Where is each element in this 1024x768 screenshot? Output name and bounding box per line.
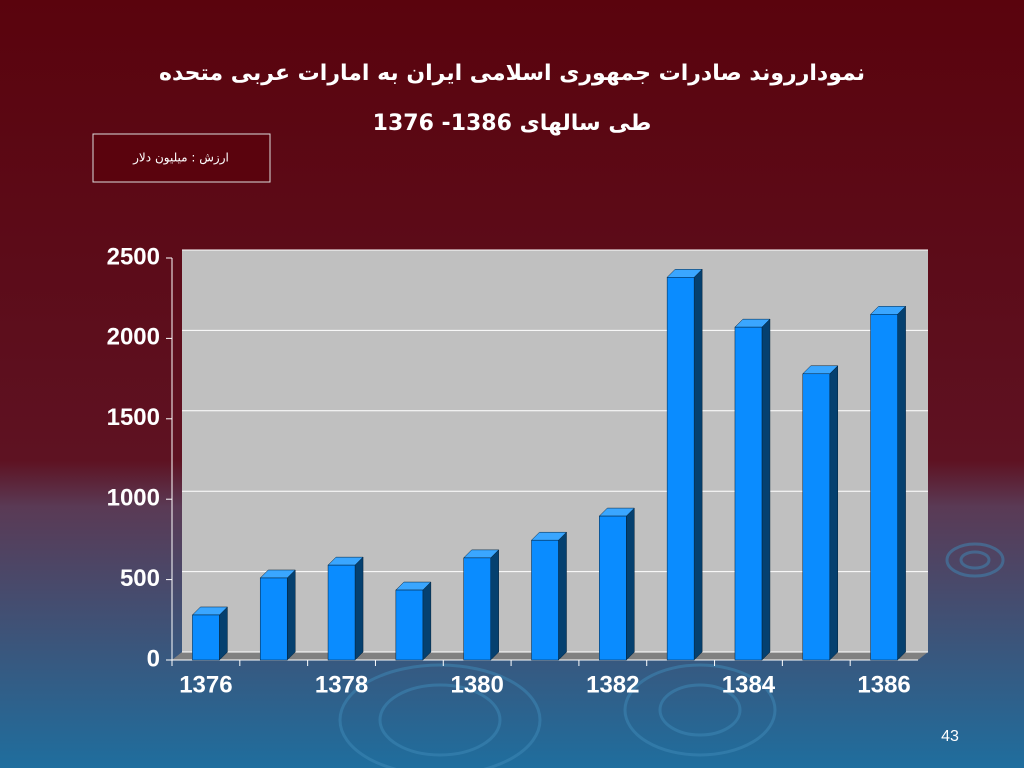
y-tick-label: 2000	[107, 324, 160, 351]
bar	[870, 314, 898, 661]
bar-side	[693, 268, 703, 661]
bar-side	[897, 305, 906, 661]
unit-note: ارزش : میلیون دلار	[132, 151, 229, 166]
bar	[395, 589, 424, 661]
bar	[192, 614, 220, 661]
bar	[734, 326, 763, 661]
y-tick-label: 1500	[107, 404, 160, 431]
bar	[327, 564, 356, 661]
x-tick-label: 1378	[315, 671, 368, 698]
bar-side	[558, 531, 567, 661]
x-tick-label: 1380	[450, 671, 503, 698]
bar-side	[626, 507, 635, 661]
y-tick-label: 500	[120, 565, 160, 592]
bar	[666, 277, 695, 661]
bar	[802, 373, 831, 661]
slide-number: 43	[941, 728, 959, 745]
x-tick-label: 1386	[857, 671, 910, 698]
ripples	[338, 542, 1005, 768]
y-tick-label: 2500	[107, 243, 160, 270]
unit-box	[92, 133, 271, 183]
bar-side	[354, 556, 364, 661]
bar	[259, 577, 288, 661]
bar-side	[219, 606, 228, 661]
bar-side	[761, 318, 771, 661]
y-tick-label: 0	[147, 645, 160, 672]
bar	[531, 539, 559, 661]
bar-side	[286, 569, 296, 661]
chart-subtitle: طی سالهای 1386- 1376	[373, 111, 652, 136]
bar-side	[490, 549, 499, 661]
bar	[463, 557, 491, 661]
x-tick-label: 1376	[179, 671, 232, 698]
x-tick-label: 1382	[586, 671, 639, 698]
x-tick-label: 1384	[722, 671, 776, 698]
bar	[599, 515, 627, 661]
bar-side	[422, 581, 432, 661]
y-tick-label: 1000	[107, 485, 160, 512]
chart-title: نمودارروند صادرات جمهوری اسلامی ایران به…	[159, 61, 865, 86]
bar-side	[829, 365, 839, 661]
